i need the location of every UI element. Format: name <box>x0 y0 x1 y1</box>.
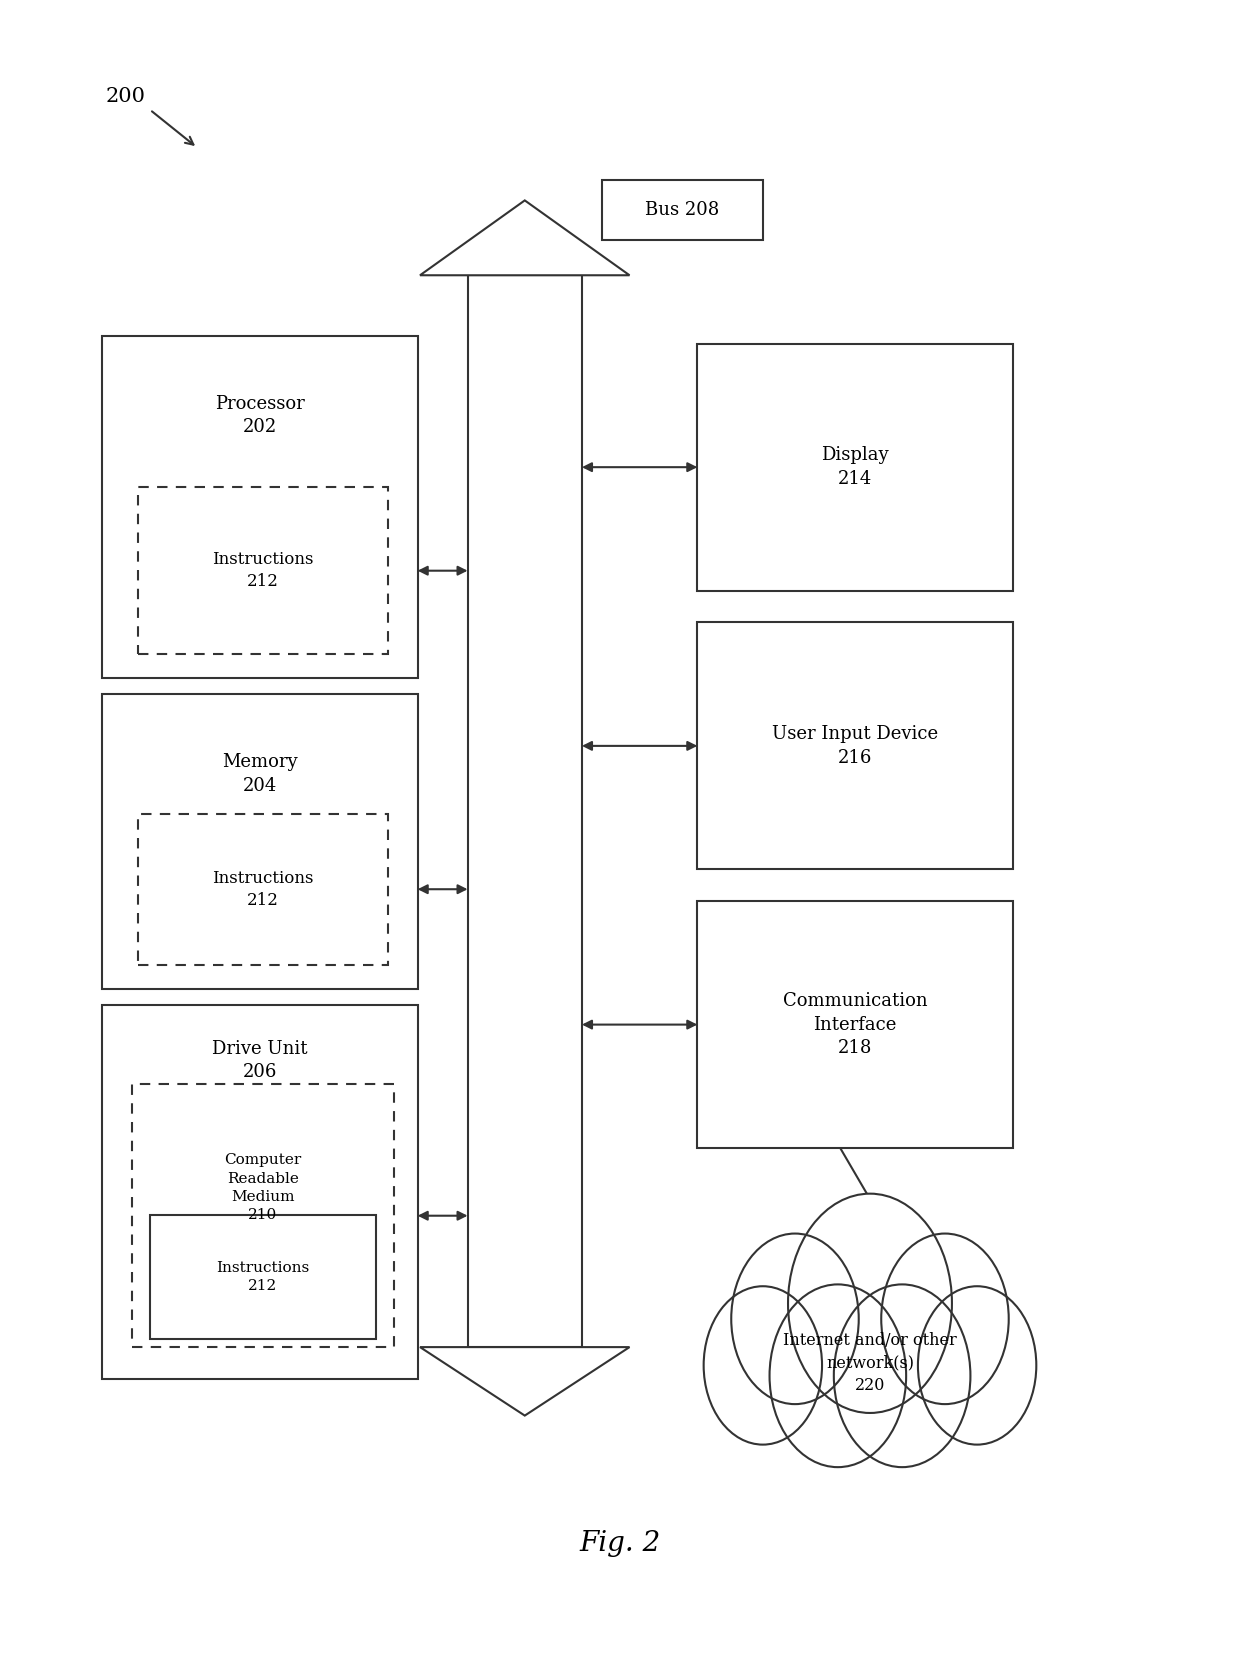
Circle shape <box>918 1286 1037 1445</box>
Circle shape <box>882 1234 1008 1404</box>
Circle shape <box>770 1284 906 1467</box>
Bar <box>131 1085 394 1347</box>
Circle shape <box>732 1234 859 1404</box>
Polygon shape <box>420 201 630 275</box>
Bar <box>467 275 582 1347</box>
Text: Fig. 2: Fig. 2 <box>579 1530 661 1556</box>
Circle shape <box>833 1284 971 1467</box>
Bar <box>697 343 1013 591</box>
Text: Instructions
212: Instructions 212 <box>216 1261 310 1294</box>
Circle shape <box>789 1194 952 1413</box>
Text: Instructions
212: Instructions 212 <box>212 869 314 909</box>
Bar <box>697 622 1013 869</box>
Text: Instructions
212: Instructions 212 <box>212 551 314 591</box>
Bar <box>102 335 418 679</box>
Bar <box>150 1214 376 1339</box>
Bar <box>603 179 763 241</box>
Text: Computer
Readable
Medium
210: Computer Readable Medium 210 <box>224 1153 301 1223</box>
Circle shape <box>703 1286 822 1445</box>
Text: 200: 200 <box>105 88 146 106</box>
Bar <box>102 1005 418 1379</box>
Text: Processor
202: Processor 202 <box>215 395 305 436</box>
Bar <box>697 901 1013 1148</box>
Text: Communication
Interface
218: Communication Interface 218 <box>782 992 928 1057</box>
Text: Internet and/or other
network(s)
220: Internet and/or other network(s) 220 <box>784 1332 957 1394</box>
Text: Drive Unit
206: Drive Unit 206 <box>212 1040 308 1082</box>
Bar <box>138 488 388 654</box>
Bar <box>102 693 418 989</box>
Text: Bus 208: Bus 208 <box>645 201 719 219</box>
Bar <box>138 813 388 966</box>
Text: Display
214: Display 214 <box>821 446 889 488</box>
Text: Memory
204: Memory 204 <box>222 753 298 795</box>
Polygon shape <box>420 1347 630 1415</box>
Text: User Input Device
216: User Input Device 216 <box>773 725 939 766</box>
